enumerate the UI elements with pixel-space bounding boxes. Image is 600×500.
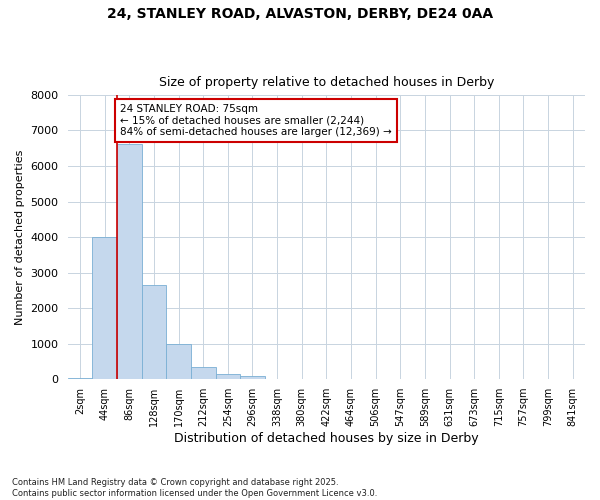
Title: Size of property relative to detached houses in Derby: Size of property relative to detached ho…: [158, 76, 494, 90]
Bar: [68, 378, 92, 380]
Bar: [117, 144, 142, 380]
Bar: [191, 367, 215, 380]
Text: 24, STANLEY ROAD, ALVASTON, DERBY, DE24 0AA: 24, STANLEY ROAD, ALVASTON, DERBY, DE24 …: [107, 8, 493, 22]
Bar: [215, 374, 240, 380]
Y-axis label: Number of detached properties: Number of detached properties: [15, 150, 25, 325]
Bar: [240, 376, 265, 380]
Bar: [166, 344, 191, 380]
Bar: [92, 237, 117, 380]
X-axis label: Distribution of detached houses by size in Derby: Distribution of detached houses by size …: [174, 432, 479, 445]
Bar: [142, 285, 166, 380]
Text: 24 STANLEY ROAD: 75sqm
← 15% of detached houses are smaller (2,244)
84% of semi-: 24 STANLEY ROAD: 75sqm ← 15% of detached…: [120, 104, 392, 137]
Text: Contains HM Land Registry data © Crown copyright and database right 2025.
Contai: Contains HM Land Registry data © Crown c…: [12, 478, 377, 498]
